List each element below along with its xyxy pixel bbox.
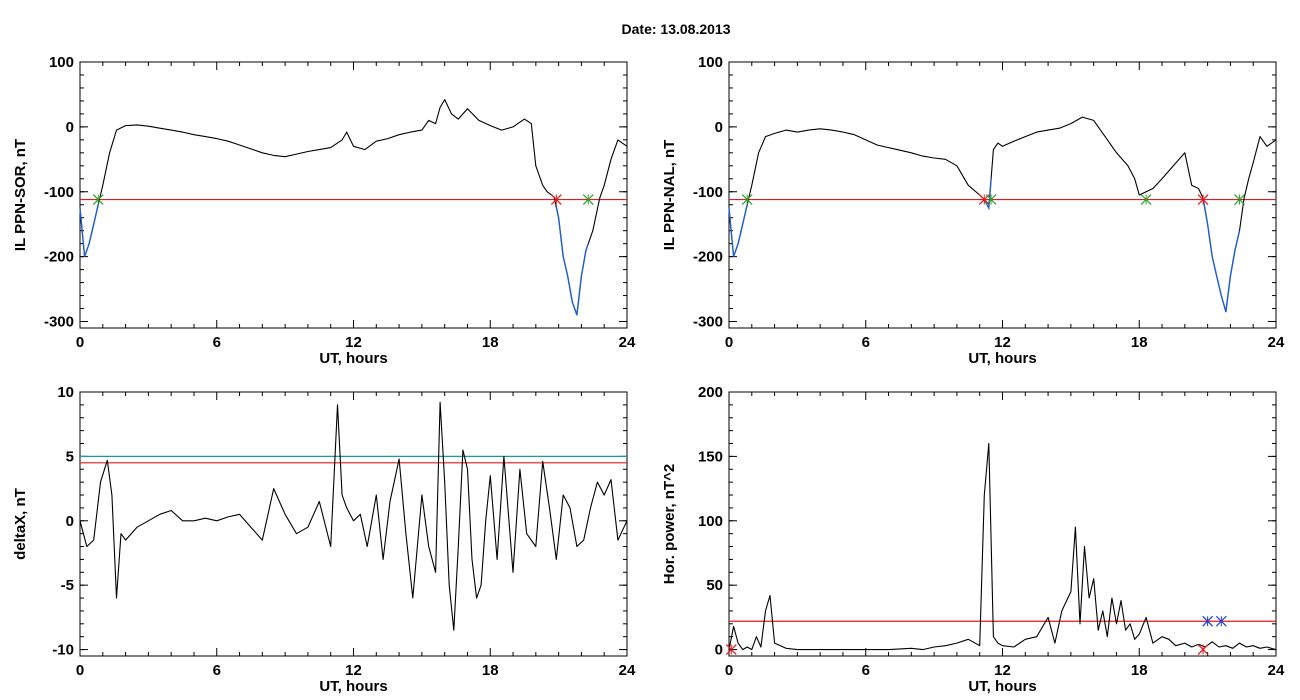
x-tick-label: 24 <box>1268 334 1285 351</box>
series-line <box>728 116 1277 313</box>
plot-frame <box>728 391 1277 657</box>
x-tick-label: 0 <box>76 662 84 679</box>
y-tick-label: 200 <box>698 384 723 401</box>
x-tick-label: 12 <box>994 334 1011 351</box>
crossing-marker-green <box>582 194 594 205</box>
x-tick-label: 12 <box>345 662 362 679</box>
x-tick-label: 6 <box>213 334 221 351</box>
y-tick-label: 10 <box>57 384 74 401</box>
crossing-marker-blue <box>1215 615 1227 627</box>
x-tick-label: 0 <box>725 662 733 679</box>
crossing-marker-green <box>1234 194 1245 205</box>
y-axis-label: IL PPN-NAL, nT <box>661 140 678 251</box>
crossing-marker-red <box>1197 644 1209 655</box>
panel-sor: 0 6 12 18 24 100 0 -100 -200 -300 UT, hours IL PPN-… <box>12 54 636 367</box>
series-line <box>79 99 628 316</box>
plot-frame <box>79 391 628 657</box>
x-tick-label: 18 <box>482 334 499 351</box>
y-tick-label: 100 <box>49 54 74 71</box>
x-axis-label: UT, hours <box>319 350 387 367</box>
y-axis-label: deltaX, nT <box>12 488 29 560</box>
x-tick-label: 0 <box>725 334 733 351</box>
below-threshold-segment <box>1202 198 1241 312</box>
figure-title: Date: 13.08.2013 <box>622 21 731 37</box>
y-tick-label: -100 <box>44 184 74 201</box>
x-axis-label: UT, hours <box>968 678 1036 695</box>
crossing-marker-green <box>1140 194 1152 205</box>
y-tick-label: 100 <box>698 54 723 71</box>
y-tick-label: 0 <box>715 119 723 136</box>
y-axis-label: IL PPN-SOR, nT <box>12 139 29 251</box>
series-line <box>728 442 1277 651</box>
x-tick-label: 6 <box>862 334 870 351</box>
y-tick-label: 100 <box>698 513 723 530</box>
x-tick-label: 18 <box>1131 334 1148 351</box>
panel-nal: 0 6 12 18 24 100 0 -100 -200 -300 UT, hours IL PPN-… <box>661 54 1285 367</box>
y-tick-label: 5 <box>66 448 74 465</box>
x-tick-label: 24 <box>619 662 636 679</box>
x-tick-label: 6 <box>862 662 870 679</box>
x-axis-label: UT, hours <box>968 350 1036 367</box>
crossing-marker-red <box>1197 194 1209 205</box>
x-tick-label: 24 <box>619 334 636 351</box>
x-tick-label: 12 <box>994 662 1011 679</box>
y-tick-label: 150 <box>698 448 723 465</box>
crossing-marker-green <box>92 194 104 205</box>
y-tick-label: -300 <box>44 314 74 331</box>
y-axis-label: Hor. power, nT^2 <box>661 464 678 584</box>
y-tick-label: -100 <box>693 184 723 201</box>
crossing-marker-red <box>550 194 562 205</box>
below-threshold-segment <box>728 204 748 257</box>
y-tick-label: -200 <box>693 249 723 266</box>
x-tick-label: 12 <box>345 334 362 351</box>
y-tick-label: -5 <box>61 577 74 594</box>
x-tick-label: 6 <box>213 662 221 679</box>
x-tick-label: 18 <box>1131 662 1148 679</box>
plot-frame <box>79 61 628 329</box>
panel-deltax: 0 6 12 18 24 10 5 0 -5 -10 UT, hours deltaX, nT <box>12 384 636 695</box>
x-axis-label: UT, hours <box>319 678 387 695</box>
x-tick-label: 0 <box>76 334 84 351</box>
panel-power: 0 6 12 18 24 200 150 100 50 0 UT, hours Hor. power,… <box>661 384 1285 695</box>
crossing-marker-green <box>741 194 753 205</box>
y-tick-label: 50 <box>706 577 723 594</box>
y-tick-label: 0 <box>715 642 723 659</box>
y-tick-label: 0 <box>66 119 74 136</box>
crossing-marker-red <box>725 644 737 655</box>
below-threshold-segment <box>555 207 589 316</box>
y-tick-label: 0 <box>66 513 74 530</box>
y-tick-label: -200 <box>44 249 74 266</box>
x-tick-label: 24 <box>1268 662 1285 679</box>
y-tick-label: -10 <box>52 642 74 659</box>
below-threshold-segment <box>983 178 992 211</box>
y-tick-label: -300 <box>693 314 723 331</box>
series-line <box>79 401 628 631</box>
crossing-marker-blue <box>1202 615 1214 627</box>
crossing-marker-green <box>985 194 997 205</box>
below-threshold-segment <box>79 204 99 257</box>
x-tick-label: 18 <box>482 662 499 679</box>
plot-frame <box>728 61 1277 329</box>
